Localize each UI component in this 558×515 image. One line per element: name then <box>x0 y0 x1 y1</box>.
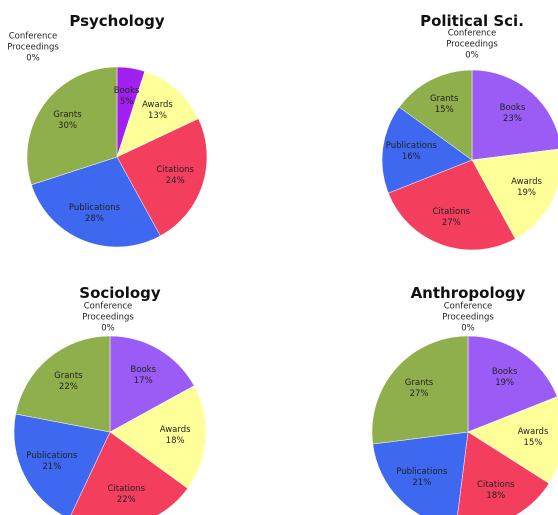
slice-name: Citations <box>107 484 146 495</box>
slice-value: 19% <box>495 378 515 388</box>
slice-label: Grants 15% <box>404 94 484 116</box>
pie-slice <box>31 156 161 248</box>
slice-value: 0% <box>461 323 475 334</box>
pie-slice <box>372 431 469 515</box>
slice-value: 22% <box>58 381 78 392</box>
slice-label: Publications 16% <box>371 141 451 163</box>
pie-slice <box>457 431 550 515</box>
slice-value: 13% <box>148 111 167 122</box>
slice-name: Books <box>491 367 518 377</box>
slice-name: Citations <box>156 164 194 175</box>
slice-name: Awards <box>517 427 549 438</box>
slice-label: Conference Proceedings 0% <box>1 32 65 65</box>
slice-label: Grants 27% <box>379 378 459 400</box>
slice-value: 19% <box>517 187 536 198</box>
pie-slice <box>116 71 199 158</box>
chart-title: Sociology <box>79 284 161 302</box>
slice-value: 21% <box>412 478 432 489</box>
slice-label: Awards 18% <box>135 425 215 447</box>
pie-slice <box>387 159 516 251</box>
pie-slice <box>109 335 195 433</box>
slice-value: 22% <box>116 495 136 506</box>
slice-label: Awards 13% <box>117 100 197 122</box>
slice-value: 0% <box>101 323 115 334</box>
slice-value: 0% <box>465 50 479 61</box>
pie-slice <box>381 106 473 194</box>
slice-value: 21% <box>42 461 62 472</box>
slice-label: Publications 21% <box>382 467 462 489</box>
slice-value: 23% <box>503 114 522 125</box>
slice-name: Citations <box>477 480 515 491</box>
slice-name: Conference Proceedings <box>82 301 134 323</box>
slice-name: Books <box>113 85 140 96</box>
slice-value: 28% <box>85 213 104 224</box>
slice-name: Books <box>499 103 526 114</box>
pie-slice <box>15 335 111 433</box>
slice-name: Awards <box>159 425 191 436</box>
chart-title: Political Sci. <box>420 12 524 30</box>
pie-slice <box>13 413 111 515</box>
chart-title: Anthropology <box>410 284 526 302</box>
pie-slice <box>471 148 558 240</box>
pie-slice <box>398 69 473 161</box>
slice-label: Citations 18% <box>456 480 536 502</box>
slice-value: 17% <box>133 375 153 386</box>
slice-name: Grants <box>54 370 83 381</box>
slice-name: Citations <box>432 206 471 217</box>
chart-title: Psychology <box>69 12 165 30</box>
slice-label: Grants 22% <box>28 371 108 393</box>
slice-name: Grants <box>404 377 434 388</box>
slice-name: Awards <box>511 176 542 187</box>
pie-slice <box>116 118 208 237</box>
pie-slice <box>371 335 469 445</box>
slice-name: Conference Proceedings <box>446 28 498 50</box>
slice-name: Publications <box>26 450 78 461</box>
slice-name: Conference Proceedings <box>7 31 59 53</box>
slice-label: Citations 27% <box>411 207 491 229</box>
pie-slice <box>109 385 207 489</box>
pie-slice <box>471 69 558 161</box>
slice-label: Grants 30% <box>27 110 107 132</box>
slice-label: Books 17% <box>103 365 183 387</box>
slice-label: Awards 19% <box>487 177 558 199</box>
slice-label: Awards 15% <box>493 427 558 449</box>
slice-value: 5% <box>119 96 134 107</box>
slice-value: 30% <box>58 121 77 132</box>
pie-slice <box>467 396 558 484</box>
slice-label: Conference Proceedings 0% <box>436 302 500 335</box>
slice-value: 18% <box>165 436 185 447</box>
slice-label: Citations 24% <box>135 165 215 187</box>
slice-name: Publications <box>385 141 437 152</box>
slice-name: Conference Proceedings <box>442 301 494 323</box>
slice-value: 27% <box>441 217 461 228</box>
slice-value: 15% <box>434 105 454 116</box>
slice-name: Publications <box>68 202 120 213</box>
slice-name: Grants <box>53 110 82 121</box>
slice-label: Conference Proceedings 0% <box>440 29 504 62</box>
slice-label: Conference Proceedings 0% <box>76 302 140 335</box>
slice-value: 16% <box>401 152 421 163</box>
slice-name: Publications <box>396 467 448 478</box>
slice-value: 15% <box>523 438 543 449</box>
slice-value: 24% <box>165 175 185 186</box>
slice-value: 18% <box>486 491 506 502</box>
slice-label: Publications 28% <box>54 203 134 225</box>
slice-name: Books <box>130 364 157 375</box>
slice-label: Citations 22% <box>86 484 166 506</box>
slice-value: 27% <box>409 388 429 399</box>
pie-slice <box>467 335 558 433</box>
pie-slice <box>70 431 189 515</box>
slice-label: Books 23% <box>472 103 552 125</box>
slice-label: Publications 21% <box>12 451 92 473</box>
slice-label: Books 5% <box>87 86 167 108</box>
slice-name: Grants <box>429 94 459 105</box>
pie-slice <box>26 66 118 186</box>
slice-label: Books 19% <box>465 367 545 389</box>
slice-value: 0% <box>26 53 40 64</box>
slice-name: Awards <box>142 100 173 111</box>
